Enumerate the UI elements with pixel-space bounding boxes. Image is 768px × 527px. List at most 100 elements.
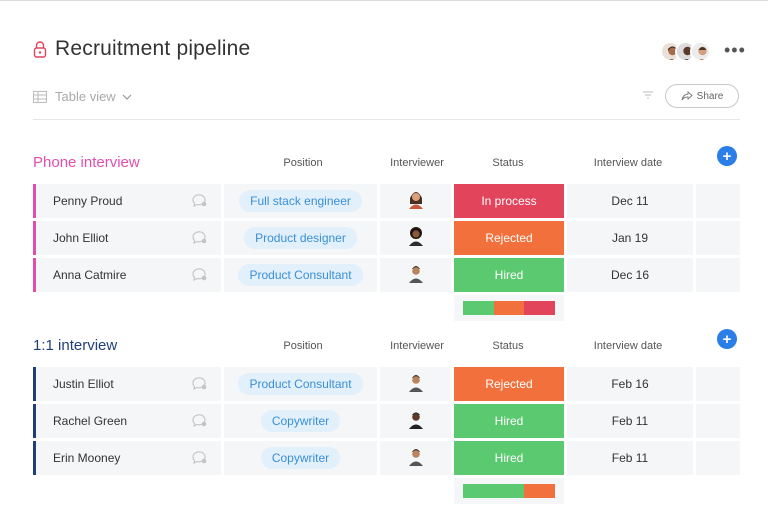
candidate-name: Penny Proud <box>53 194 123 208</box>
interview-date: Jan 19 <box>611 231 649 245</box>
candidate-name: Justin Elliot <box>53 377 114 391</box>
column-header-position[interactable]: Position <box>283 340 323 352</box>
column-header-status[interactable]: Status <box>492 157 524 169</box>
group-title[interactable]: 1:1 interview <box>33 337 118 354</box>
interviewer-cell[interactable] <box>380 441 451 475</box>
status-label: Hired <box>494 451 524 465</box>
table-icon <box>33 90 47 103</box>
table-row[interactable]: Anna Catmire Product Consultant Hired Dec 1… <box>33 258 740 292</box>
date-cell[interactable]: Dec 16 <box>567 258 693 292</box>
column-header-date[interactable]: Interview date <box>593 157 663 169</box>
status-badge[interactable]: Hired <box>454 258 564 292</box>
table-row[interactable]: Erin Mooney Copywriter Hired Feb 11 <box>33 441 740 475</box>
column-header-status[interactable]: Status <box>492 340 524 352</box>
empty-cell <box>696 367 740 401</box>
share-label: Share <box>696 90 724 102</box>
table-row[interactable]: Justin Elliot Product Consultant Rejected F… <box>33 367 740 401</box>
candidate-name: John Elliot <box>53 231 109 245</box>
filter-icon[interactable] <box>642 90 654 100</box>
position-cell[interactable]: Product Consultant <box>224 367 377 401</box>
interviewer-avatar <box>407 409 425 434</box>
chat-icon[interactable] <box>191 268 207 282</box>
summary-segment <box>463 484 525 498</box>
name-cell[interactable]: Anna Catmire <box>33 258 221 292</box>
interviewer-cell[interactable] <box>380 258 451 292</box>
interview-date: Dec 16 <box>610 268 650 282</box>
table-row[interactable]: Penny Proud Full stack engineer In process… <box>33 184 740 218</box>
group-header: 1:1 interview Position Interviewer Status In… <box>33 329 740 367</box>
interviewer-cell[interactable] <box>380 404 451 438</box>
table-row[interactable]: John Elliot Product designer Rejected Jan 1… <box>33 221 740 255</box>
add-item-button[interactable]: + <box>717 329 737 349</box>
view-selector[interactable]: Table view <box>33 89 140 104</box>
position-tag: Product Consultant <box>238 264 363 286</box>
interview-date: Feb 16 <box>611 377 649 391</box>
status-label: In process <box>481 194 537 208</box>
summary-segment <box>524 301 555 315</box>
status-label: Hired <box>494 268 524 282</box>
summary-bar-cell <box>454 295 564 321</box>
chat-icon[interactable] <box>191 414 207 428</box>
table-row[interactable]: Rachel Green Copywriter Hired Feb 11 <box>33 404 740 438</box>
chat-icon[interactable] <box>191 194 207 208</box>
interview-date: Dec 11 <box>611 194 649 208</box>
name-cell[interactable]: Justin Elliot <box>33 367 221 401</box>
date-cell[interactable]: Feb 11 <box>567 441 693 475</box>
chat-icon[interactable] <box>191 231 207 245</box>
date-cell[interactable]: Feb 16 <box>567 367 693 401</box>
view-label: Table view <box>55 89 116 104</box>
status-summary-bar[interactable] <box>463 301 555 315</box>
top-border <box>0 0 768 1</box>
status-label: Hired <box>494 414 524 428</box>
column-header-date[interactable]: Interview date <box>593 340 663 352</box>
interviewer-cell[interactable] <box>380 184 451 218</box>
summary-segment <box>524 484 555 498</box>
lock-icon[interactable] <box>33 40 47 58</box>
position-cell[interactable]: Full stack engineer <box>224 184 377 218</box>
column-header-position[interactable]: Position <box>283 157 323 169</box>
status-badge[interactable]: In process <box>454 184 564 218</box>
position-cell[interactable]: Product designer <box>224 221 377 255</box>
position-cell[interactable]: Copywriter <box>224 404 377 438</box>
date-cell[interactable]: Dec 11 <box>567 184 693 218</box>
candidate-name: Anna Catmire <box>53 268 127 282</box>
chat-icon[interactable] <box>191 377 207 391</box>
date-cell[interactable]: Jan 19 <box>567 221 693 255</box>
status-badge[interactable]: Hired <box>454 404 564 438</box>
team-avatars[interactable] <box>660 41 711 62</box>
status-summary-bar[interactable] <box>463 484 555 498</box>
group-title[interactable]: Phone interview <box>33 154 140 171</box>
empty-cell <box>696 404 740 438</box>
name-cell[interactable]: Erin Mooney <box>33 441 221 475</box>
name-cell[interactable]: John Elliot <box>33 221 221 255</box>
share-button[interactable]: Share <box>665 84 739 108</box>
interviewer-cell[interactable] <box>380 367 451 401</box>
interviewer-avatar <box>407 226 425 251</box>
position-cell[interactable]: Copywriter <box>224 441 377 475</box>
status-badge[interactable]: Rejected <box>454 221 564 255</box>
group-0: Phone interview Position Interviewer Status… <box>33 146 740 323</box>
interviewer-avatar <box>407 189 425 214</box>
name-cell[interactable]: Penny Proud <box>33 184 221 218</box>
status-badge[interactable]: Rejected <box>454 367 564 401</box>
interviewer-cell[interactable] <box>380 221 451 255</box>
group-header: Phone interview Position Interviewer Status… <box>33 146 740 184</box>
name-cell[interactable]: Rachel Green <box>33 404 221 438</box>
add-item-button[interactable]: + <box>717 146 737 166</box>
chat-icon[interactable] <box>191 451 207 465</box>
empty-cell <box>696 258 740 292</box>
page-header: Recruitment pipeline <box>33 34 250 64</box>
column-header-interviewer[interactable]: Interviewer <box>390 157 444 169</box>
avatar[interactable] <box>690 41 711 62</box>
more-options-icon[interactable]: ••• <box>724 40 746 60</box>
date-cell[interactable]: Feb 11 <box>567 404 693 438</box>
interview-date: Feb 11 <box>611 451 649 465</box>
status-badge[interactable]: Hired <box>454 441 564 475</box>
position-tag: Full stack engineer <box>239 190 362 212</box>
position-cell[interactable]: Product Consultant <box>224 258 377 292</box>
divider <box>33 119 740 120</box>
status-summary <box>33 478 740 506</box>
page-title: Recruitment pipeline <box>55 37 251 60</box>
column-header-interviewer[interactable]: Interviewer <box>390 340 444 352</box>
summary-bar-cell <box>454 478 564 504</box>
